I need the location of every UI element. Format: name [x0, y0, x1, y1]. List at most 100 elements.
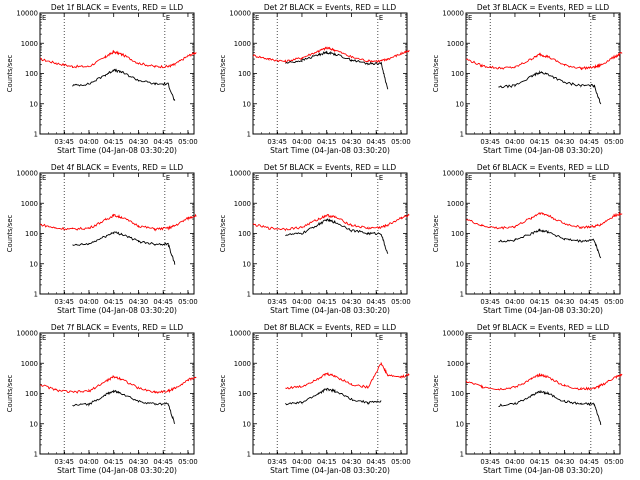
y-axis-label: Counts/sec	[6, 55, 14, 93]
x-tick-label: 05:00	[604, 458, 624, 466]
marker-label-left: E	[42, 334, 46, 342]
marker-label-right: E	[379, 334, 383, 342]
x-tick-label: 03:45	[54, 138, 74, 146]
detector-panel-1: Det 1f BLACK = Events, RED = LLD 1 10 100 10…	[6, 3, 198, 155]
y-axis-label: Counts/sec	[6, 375, 14, 413]
marker-label-left: E	[255, 334, 259, 342]
x-axis-label: Start Time (04-Jan-08 03:30:20)	[483, 306, 603, 315]
y-tick-label: 100	[238, 70, 251, 78]
x-tick-label: 04:45	[153, 298, 173, 306]
panel-title: Det 9f BLACK = Events, RED = LLD	[477, 323, 610, 332]
detector-panel-7: Det 7f BLACK = Events, RED = LLD 1 10 100 10…	[6, 323, 198, 475]
y-tick-label: 1000	[21, 200, 38, 208]
y-axis-label: Counts/sec	[432, 215, 440, 253]
y-tick-label: 1	[460, 131, 464, 139]
events-series-line	[72, 68, 176, 101]
y-tick-label: 1000	[447, 360, 464, 368]
y-tick-label: 1	[34, 451, 38, 459]
y-tick-label: 1	[460, 451, 464, 459]
y-tick-label: 1	[34, 291, 38, 299]
y-tick-label: 10	[29, 260, 38, 268]
x-tick-label: 04:15	[530, 298, 550, 306]
y-tick-label: 10000	[16, 10, 38, 18]
panel-title: Det 1f BLACK = Events, RED = LLD	[51, 3, 184, 12]
x-tick-label: 03:45	[54, 458, 74, 466]
x-tick-label: 04:00	[79, 298, 99, 306]
x-tick-label: 04:45	[366, 138, 386, 146]
y-tick-label: 10	[242, 100, 251, 108]
y-tick-label: 10	[242, 260, 251, 268]
x-tick-label: 04:00	[505, 458, 525, 466]
marker-label-left: E	[468, 14, 472, 22]
y-axis-label: Counts/sec	[432, 55, 440, 93]
marker-label-left: E	[255, 14, 259, 22]
x-tick-label: 03:45	[480, 298, 500, 306]
y-tick-label: 100	[238, 390, 251, 398]
y-tick-label: 10000	[442, 330, 464, 338]
x-tick-label: 03:45	[267, 138, 287, 146]
marker-label-right: E	[166, 174, 170, 182]
x-tick-label: 05:00	[604, 298, 624, 306]
x-tick-label: 05:00	[391, 298, 411, 306]
y-tick-label: 1000	[234, 40, 251, 48]
y-tick-label: 1000	[21, 40, 38, 48]
marker-label-left: E	[468, 174, 472, 182]
x-tick-label: 04:30	[129, 458, 149, 466]
x-tick-label: 04:30	[555, 138, 575, 146]
plot-frame	[252, 172, 408, 295]
x-tick-label: 05:00	[178, 458, 198, 466]
x-tick-label: 04:15	[530, 138, 550, 146]
marker-label-left: E	[42, 14, 46, 22]
x-tick-label: 03:45	[480, 458, 500, 466]
x-axis-label: Start Time (04-Jan-08 03:30:20)	[270, 306, 390, 315]
x-axis-label: Start Time (04-Jan-08 03:30:20)	[483, 146, 603, 155]
marker-label-right: E	[592, 334, 596, 342]
y-tick-label: 1	[247, 131, 251, 139]
y-tick-label: 10000	[229, 330, 251, 338]
y-tick-label: 100	[451, 390, 464, 398]
detector-panel-2: Det 2f BLACK = Events, RED = LLD 1 10 100 10…	[219, 3, 411, 155]
y-tick-label: 10000	[442, 170, 464, 178]
x-tick-label: 04:30	[342, 458, 362, 466]
x-tick-label: 04:30	[342, 298, 362, 306]
marker-label-right: E	[379, 174, 383, 182]
y-tick-label: 1	[247, 291, 251, 299]
x-tick-label: 04:30	[555, 298, 575, 306]
plot-frame	[252, 332, 408, 455]
y-tick-label: 10000	[16, 330, 38, 338]
panel-title: Det 4f BLACK = Events, RED = LLD	[51, 163, 184, 172]
x-tick-label: 04:15	[530, 458, 550, 466]
lld-series-line	[252, 213, 410, 232]
x-axis-label: Start Time (04-Jan-08 03:30:20)	[270, 466, 390, 475]
events-series-line	[498, 228, 602, 259]
y-tick-label: 10	[455, 420, 464, 428]
x-tick-label: 04:45	[366, 458, 386, 466]
y-tick-label: 100	[451, 230, 464, 238]
y-tick-label: 1000	[234, 360, 251, 368]
y-tick-label: 100	[451, 70, 464, 78]
panel-title: Det 8f BLACK = Events, RED = LLD	[264, 323, 397, 332]
lld-series-line	[252, 46, 410, 64]
y-tick-label: 1000	[234, 200, 251, 208]
y-tick-label: 1000	[447, 40, 464, 48]
events-series-line	[498, 70, 602, 105]
marker-label-right: E	[166, 334, 170, 342]
x-axis-label: Start Time (04-Jan-08 03:30:20)	[57, 466, 177, 475]
x-tick-label: 04:15	[317, 458, 337, 466]
x-tick-label: 04:00	[79, 138, 99, 146]
x-tick-label: 03:45	[480, 138, 500, 146]
y-axis-label: Counts/sec	[219, 215, 227, 253]
x-tick-label: 04:00	[292, 458, 312, 466]
x-tick-label: 04:15	[317, 298, 337, 306]
marker-label-left: E	[42, 174, 46, 182]
events-series-line	[285, 387, 382, 406]
y-axis-label: Counts/sec	[219, 375, 227, 413]
x-tick-label: 04:45	[153, 458, 173, 466]
panel-title: Det 6f BLACK = Events, RED = LLD	[477, 163, 610, 172]
detector-panel-6: Det 6f BLACK = Events, RED = LLD 1 10 100 10…	[432, 163, 624, 315]
events-series-line	[498, 389, 602, 425]
y-tick-label: 10	[455, 100, 464, 108]
y-tick-label: 1000	[21, 360, 38, 368]
panel-title: Det 7f BLACK = Events, RED = LLD	[51, 323, 184, 332]
y-tick-label: 100	[25, 70, 38, 78]
